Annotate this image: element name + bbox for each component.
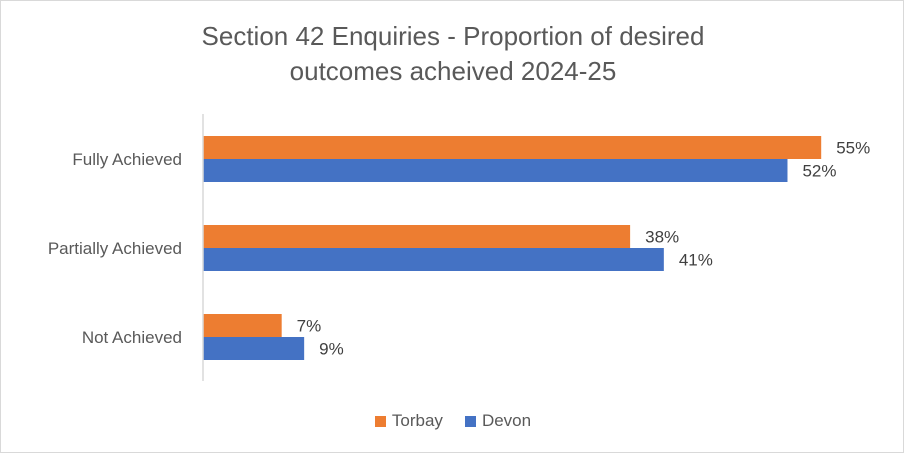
data-label: 52% xyxy=(802,162,836,181)
bar-torbay xyxy=(203,314,282,337)
data-label: 9% xyxy=(319,340,344,359)
chart-title: Section 42 Enquiries - Proportion of des… xyxy=(1,19,904,89)
legend-label-torbay: Torbay xyxy=(391,411,443,430)
data-label: 7% xyxy=(297,317,322,336)
legend-swatch-devon xyxy=(464,415,476,427)
category-label: Not Achieved xyxy=(82,328,182,347)
legend: Torbay Devon xyxy=(1,411,904,431)
chart-title-line-1: Section 42 Enquiries - Proportion of des… xyxy=(201,21,705,51)
legend-label-devon: Devon xyxy=(481,411,532,430)
legend-swatch-torbay xyxy=(374,415,386,427)
chart-title-line-2: outcomes acheived 2024-25 xyxy=(289,56,617,86)
data-label: 41% xyxy=(679,251,713,270)
bar-devon xyxy=(203,337,305,360)
data-label: 55% xyxy=(836,139,870,158)
data-label: 38% xyxy=(645,228,679,247)
bar-devon xyxy=(203,248,664,271)
legend-item-devon: Devon xyxy=(464,411,532,431)
bar-torbay xyxy=(203,136,822,159)
legend-item-torbay: Torbay xyxy=(374,411,443,431)
category-label: Partially Achieved xyxy=(48,239,182,258)
bar-torbay xyxy=(203,225,631,248)
bar-devon xyxy=(203,159,788,182)
category-label: Fully Achieved xyxy=(72,150,182,169)
